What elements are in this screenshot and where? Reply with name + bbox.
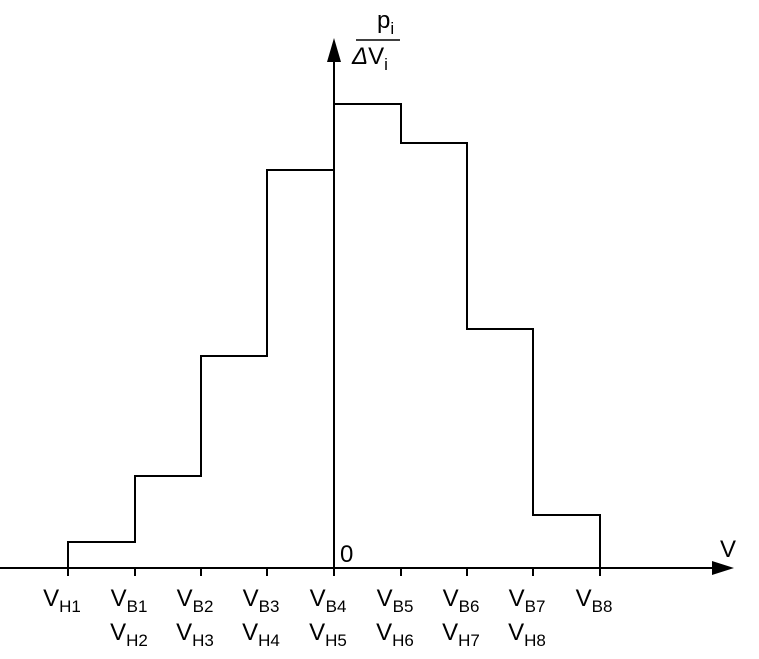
axes <box>0 60 714 569</box>
base: V <box>443 585 459 612</box>
sub: B6 <box>459 597 480 616</box>
tick-label: VB7 <box>509 585 546 616</box>
base: V <box>243 585 259 612</box>
tick-label: VH2 <box>110 619 148 650</box>
sub: H2 <box>126 631 148 650</box>
base: p <box>377 7 390 34</box>
tick-label: VH4 <box>242 619 280 650</box>
base: V <box>177 585 193 612</box>
y-arrow <box>327 38 341 62</box>
sub: B7 <box>525 597 546 616</box>
base: V <box>242 619 258 646</box>
tick-label: VB2 <box>177 585 214 616</box>
tick-label: VB8 <box>576 585 613 616</box>
sub: H8 <box>524 631 546 650</box>
x-axis-label: V <box>720 536 736 563</box>
base: V <box>376 619 392 646</box>
base: V <box>110 619 126 646</box>
tick-label: VB6 <box>443 585 480 616</box>
sub: H3 <box>192 631 214 650</box>
tick-label: VH6 <box>376 619 414 650</box>
sub: B5 <box>393 597 414 616</box>
sub: B3 <box>259 597 280 616</box>
sub: i <box>384 55 388 74</box>
base: V <box>176 619 192 646</box>
tick-label: VH5 <box>309 619 347 650</box>
y-label-denominator: ΔVi <box>351 43 388 74</box>
sub: B1 <box>127 597 148 616</box>
base: V <box>111 585 127 612</box>
tick-label: VB3 <box>243 585 280 616</box>
tick-label: VB1 <box>111 585 148 616</box>
tick-label: VH1 <box>43 585 81 616</box>
tick-label: VH7 <box>442 619 480 650</box>
base: V <box>576 585 592 612</box>
base: V <box>508 619 524 646</box>
step-histogram <box>67 103 601 568</box>
base: V <box>368 43 384 70</box>
sub: B2 <box>193 597 214 616</box>
sub: B4 <box>326 597 347 616</box>
tick-label: VH3 <box>176 619 214 650</box>
tick-label: VB4 <box>310 585 347 616</box>
origin-label: 0 <box>340 541 353 568</box>
tick-labels: VH1 VB1VH2VB2VH3VB3VH4VB4VH5VB5VH6VB6VH7V… <box>43 585 612 650</box>
sub: H4 <box>258 631 280 650</box>
base: V <box>377 585 393 612</box>
sub: H1 <box>59 597 81 616</box>
sub: B8 <box>592 597 613 616</box>
base: V <box>43 585 59 612</box>
x-arrow <box>712 561 734 575</box>
base: V <box>442 619 458 646</box>
base: V <box>509 585 525 612</box>
y-label-numerator: pi <box>377 7 394 38</box>
prefix: Δ <box>351 43 368 70</box>
tick-label: VB5 <box>377 585 414 616</box>
sub: H7 <box>458 631 480 650</box>
tick-marks <box>67 568 601 576</box>
tick-label: VH8 <box>508 619 546 650</box>
sub: H5 <box>325 631 347 650</box>
base: V <box>309 619 325 646</box>
base: V <box>310 585 326 612</box>
sub: i <box>390 19 394 38</box>
sub: H6 <box>392 631 414 650</box>
